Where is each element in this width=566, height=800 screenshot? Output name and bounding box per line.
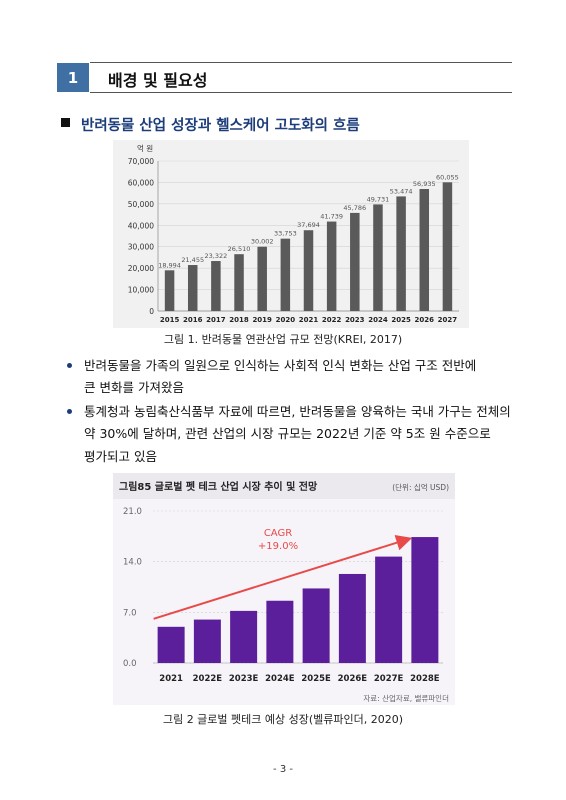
bar: [211, 261, 221, 311]
figure1-svg: 억 원 70,000 60,000 50,000 40,000 30,000 20,000 1…: [128, 144, 459, 324]
square-bullet-icon: [61, 118, 70, 127]
section-number-badge: 1: [57, 63, 89, 92]
bar: [303, 230, 314, 311]
x-tick-label: 2020: [276, 316, 296, 324]
x-tick-label: 2024E: [265, 674, 295, 684]
x-tick-label: 2018: [229, 316, 249, 324]
x-tick-label: 2021: [159, 674, 183, 684]
data-label: 49,731: [367, 195, 390, 203]
chart-source: 자료: 산업자료, 밸류파인더: [363, 693, 449, 703]
chart-title: 그림85 글로벌 펫 테크 산업 시장 추이 및 전망: [119, 480, 318, 493]
x-tick-label: 2015: [160, 316, 180, 324]
data-label: 53,474: [390, 187, 413, 195]
data-label: 37,694: [297, 221, 320, 229]
cagr-label: CAGR: [264, 528, 292, 539]
bar: [187, 265, 198, 311]
figure2-chart: 그림85 글로벌 펫 테크 산업 시장 추이 및 전망 (단위: 십억 USD) 2…: [113, 473, 455, 705]
bar: [257, 246, 267, 311]
x-tick-label: 2027: [438, 316, 458, 324]
x-tick-label: 2022: [322, 316, 342, 324]
y-tick-label: 20,000: [128, 264, 154, 273]
bar: [266, 600, 294, 663]
data-label: 18,994: [158, 261, 181, 269]
data-label: 60,055: [436, 173, 459, 181]
bar: [350, 212, 360, 311]
bullet2-line3: 평가되고 있음: [84, 449, 157, 464]
y-tick-label: 0: [149, 307, 154, 316]
x-tick-label: 2027E: [374, 674, 404, 684]
bar: [193, 619, 221, 663]
data-label: 23,322: [205, 252, 228, 260]
bar: [280, 238, 291, 311]
x-tick-label: 2025E: [301, 674, 331, 684]
x-tick-label: 2026E: [338, 674, 368, 684]
bar: [442, 182, 453, 311]
chart-title-bar: [113, 473, 455, 499]
data-label: 45,786: [343, 204, 366, 212]
bar: [338, 573, 366, 663]
bar: [302, 588, 330, 663]
y-axis-unit: 억 원: [137, 144, 153, 153]
bar: [419, 188, 430, 311]
section-title: 배경 및 필요성: [108, 71, 208, 90]
data-label: 21,455: [181, 256, 204, 264]
data-label: 30,002: [251, 238, 274, 246]
data-label: 41,739: [320, 213, 343, 221]
data-label: 26,510: [228, 245, 251, 253]
bar: [157, 626, 185, 663]
x-tick-label: 2019: [252, 316, 272, 324]
x-tick-label: 2028E: [410, 674, 440, 684]
y-tick-label: 60,000: [128, 178, 154, 187]
y-tick-label: 10,000: [128, 286, 154, 295]
bar: [326, 221, 337, 311]
y-tick-label: 7.0: [123, 608, 137, 618]
figure2-caption: 그림 2 글로벌 펫테크 예상 성장(벨류파인더, 2020): [162, 713, 404, 726]
subheading: 반려동물 산업 성장과 헬스케어 고도화의 흐름: [81, 118, 360, 134]
bar: [164, 270, 175, 311]
y-tick-label: 50,000: [128, 200, 154, 209]
bullet1-line1: 반려동물을 가족의 일원으로 인식하는 사회적 인식 변화는 산업 구조 전반에: [84, 358, 477, 373]
figure1-caption: 그림 1. 반려동물 연관산업 규모 전망(KREI, 2017): [163, 333, 403, 346]
bullet2-line1: 통계청과 농림축산식품부 자료에 따르면, 반려동물을 양육하는 국내 가구는 …: [84, 404, 511, 419]
figure1-chart: 억 원 70,000 60,000 50,000 40,000 30,000 20,000 1…: [113, 140, 469, 328]
data-label: 33,753: [274, 230, 297, 238]
chart-unit-label: (단위: 십억 USD): [392, 482, 449, 492]
bar: [375, 556, 403, 663]
y-tick-label: 21.0: [123, 507, 142, 517]
x-tick-label: 2022E: [193, 674, 223, 684]
bar: [373, 204, 383, 311]
figure2-svg: 그림85 글로벌 펫 테크 산업 시장 추이 및 전망 (단위: 십억 USD) 2…: [113, 473, 455, 703]
y-tick-label: 0.0: [123, 659, 137, 669]
x-tick-label: 2026: [415, 316, 435, 324]
y-tick-label: 40,000: [128, 221, 154, 230]
data-label: 56,935: [413, 180, 436, 188]
bar: [396, 196, 406, 311]
x-tick-label: 2025: [391, 316, 411, 324]
x-tick-label: 2016: [183, 316, 203, 324]
bar: [230, 610, 258, 663]
x-tick-label: 2023: [345, 316, 365, 324]
bullet1-line2: 큰 변화를 가져왔음: [84, 380, 184, 395]
x-tick-label: 2021: [299, 316, 319, 324]
y-tick-label: 70,000: [128, 157, 154, 166]
x-tick-label: 2017: [206, 316, 226, 324]
bar: [234, 254, 244, 311]
cagr-value: +19.0%: [258, 541, 298, 552]
bullet-dot-icon: [67, 409, 72, 414]
y-tick-label: 14.0: [123, 558, 142, 568]
bullet2-line2: 약 30%에 달하며, 관련 산업의 시장 규모는 2022년 기준 약 5조 …: [84, 426, 491, 441]
x-tick-label: 2023E: [229, 674, 259, 684]
bullet-dot-icon: [67, 363, 72, 368]
cagr-arrow: [153, 535, 413, 620]
section-rule-top: [90, 62, 512, 63]
x-tick-label: 2024: [368, 316, 388, 324]
y-tick-label: 30,000: [128, 243, 154, 252]
section-rule-bottom: [90, 92, 512, 93]
page-number: - 3 -: [273, 764, 293, 775]
bar: [411, 537, 439, 663]
